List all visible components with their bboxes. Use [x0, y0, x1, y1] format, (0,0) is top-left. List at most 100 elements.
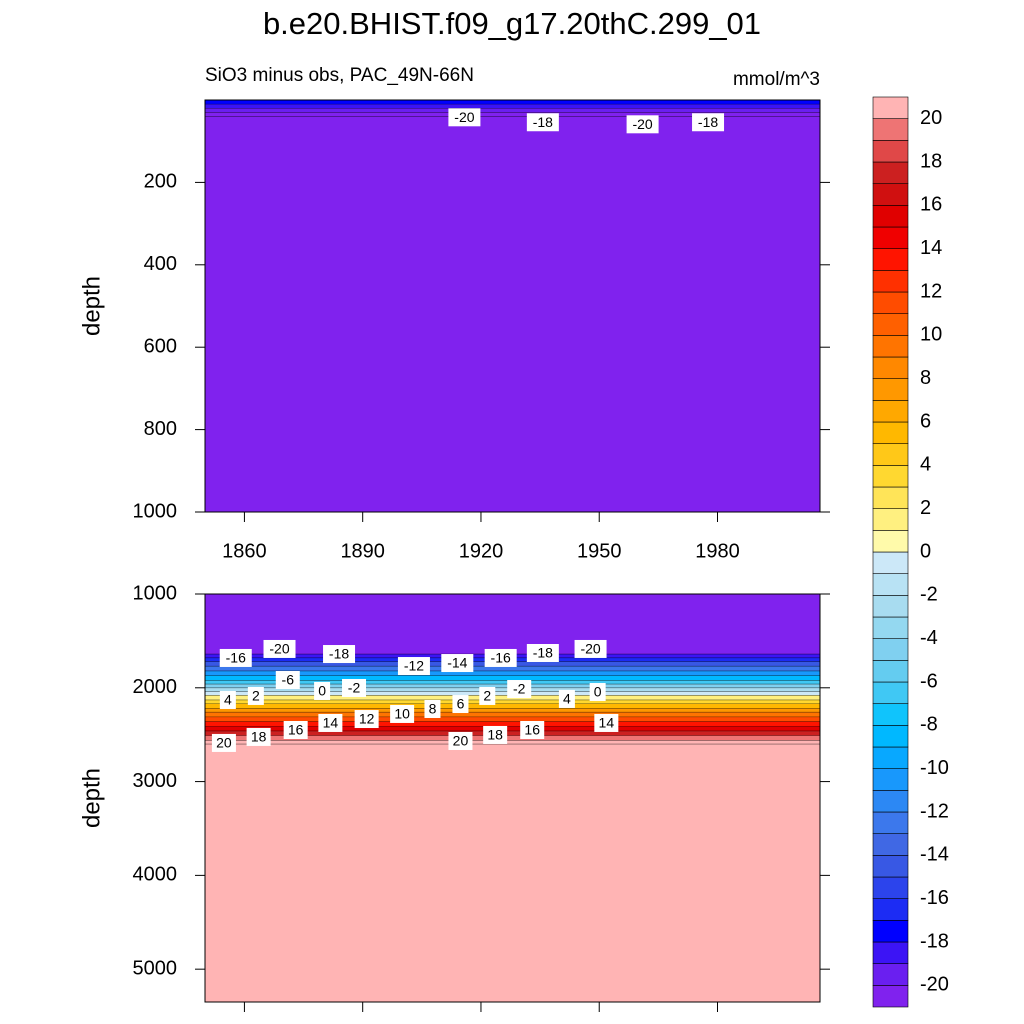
colorbar-box — [872, 551, 909, 574]
x-tick-label: 1920 — [459, 540, 504, 562]
x-tick-label: 1890 — [340, 540, 385, 562]
colorbar-tick-label: -2 — [920, 584, 938, 606]
colorbar-box — [872, 118, 909, 141]
colorbar-tick-label: -8 — [920, 714, 938, 736]
colorbar-tick-label: 8 — [920, 367, 931, 389]
contour-label-box — [323, 645, 356, 664]
contour-label: -20 — [269, 641, 289, 657]
colorbar-tick-label: 0 — [920, 540, 931, 562]
contour-label-box — [483, 725, 508, 744]
colorbar-box — [872, 638, 909, 661]
colorbar-box — [872, 855, 909, 878]
contour-label: 6 — [457, 696, 465, 712]
contour-label: 14 — [599, 715, 615, 731]
contour-label: -20 — [580, 641, 600, 657]
contour-label: 12 — [359, 711, 375, 727]
colorbar-box — [872, 313, 909, 336]
colorbar-box — [872, 746, 909, 769]
colorbar-box — [872, 703, 909, 726]
colorbar-tick-label: 10 — [920, 324, 942, 346]
y-tick-label: 1000 — [133, 500, 178, 522]
x-tick-label: 1980 — [695, 540, 740, 562]
y-tick-label: 5000 — [133, 957, 178, 979]
contour-label: 16 — [288, 722, 304, 738]
colorbar-box — [872, 508, 909, 531]
colorbar-box — [872, 486, 909, 509]
contour-label: 2 — [483, 688, 491, 704]
contour-label: 18 — [251, 729, 267, 745]
colorbar-tick-label: 2 — [920, 497, 931, 519]
contour-label-box — [626, 115, 659, 134]
colorbar-box — [872, 140, 909, 163]
colorbar-tick-label: 4 — [920, 454, 931, 476]
contour-band — [205, 730, 820, 737]
contour-band — [205, 670, 820, 677]
colorbar-tick-label: 18 — [920, 150, 942, 172]
colorbar-box — [872, 898, 909, 921]
contour-label-box — [211, 733, 236, 752]
contour-label-box — [594, 713, 619, 732]
contour-label-box — [507, 680, 532, 699]
contour-label-box — [424, 699, 441, 718]
chart-title: b.e20.BHIST.f09_g17.20thC.299_01 — [263, 6, 761, 41]
colorbar-tick-label: 20 — [920, 107, 942, 129]
colorbar-box — [872, 985, 909, 1008]
colorbar-box — [872, 443, 909, 466]
contour-band — [205, 735, 820, 741]
contour-label-box — [283, 721, 308, 739]
contour-label-box — [479, 686, 496, 705]
x-tick-label: 1950 — [577, 540, 622, 562]
colorbar-box — [872, 660, 909, 683]
contour-label: 8 — [429, 701, 437, 717]
colorbar-box — [872, 400, 909, 423]
y-tick-label: 400 — [144, 253, 177, 275]
colorbar-tick-label: 16 — [920, 194, 942, 216]
contour-label-box — [390, 704, 415, 723]
contour-label: -12 — [404, 658, 424, 674]
contour-label: -2 — [348, 680, 361, 696]
contour-label: 4 — [563, 691, 571, 707]
contour-label-box — [342, 678, 367, 697]
colorbar-tick-label: -14 — [920, 844, 949, 866]
contour-band — [205, 716, 820, 723]
colorbar-box — [872, 270, 909, 293]
contour-label-box — [520, 721, 545, 739]
contour-label: -18 — [698, 114, 718, 130]
colorbar-tick-label: -6 — [920, 670, 938, 692]
contour-band — [205, 744, 820, 1003]
colorbar-box — [872, 96, 909, 119]
colorbar-box — [872, 573, 909, 596]
contour-band — [205, 708, 820, 713]
colorbar-box — [872, 811, 909, 834]
colorbar-box — [872, 833, 909, 856]
contour-label-box — [526, 643, 559, 662]
contour-band — [205, 703, 820, 709]
contour-label: 2 — [252, 688, 260, 704]
plot-frame — [204, 99, 821, 513]
contour-label-box — [484, 648, 517, 667]
colorbar-tick-label: -16 — [920, 887, 949, 909]
contour-label-box — [275, 671, 300, 690]
colorbar-box — [872, 530, 909, 553]
contour-band — [205, 666, 820, 672]
contour-label: -14 — [447, 655, 467, 671]
colorbar-box — [872, 768, 909, 791]
contour-label-box — [448, 108, 481, 127]
contour-band — [205, 112, 820, 117]
contour-label: 0 — [594, 684, 602, 700]
contour-label: 0 — [318, 683, 326, 699]
colorbar-box — [872, 941, 909, 964]
colorbar-box — [872, 205, 909, 228]
colorbar-box — [872, 226, 909, 249]
contour-band — [205, 721, 820, 727]
contour-label-box — [247, 686, 264, 705]
contour-band — [205, 699, 820, 705]
contour-label-box — [318, 713, 343, 732]
colorbar-box — [872, 725, 909, 748]
contour-label: -18 — [533, 645, 553, 661]
contour-label-box — [246, 727, 271, 746]
contour-band — [205, 594, 820, 651]
contour-label: 18 — [487, 727, 503, 743]
colorbar-box — [872, 421, 909, 444]
